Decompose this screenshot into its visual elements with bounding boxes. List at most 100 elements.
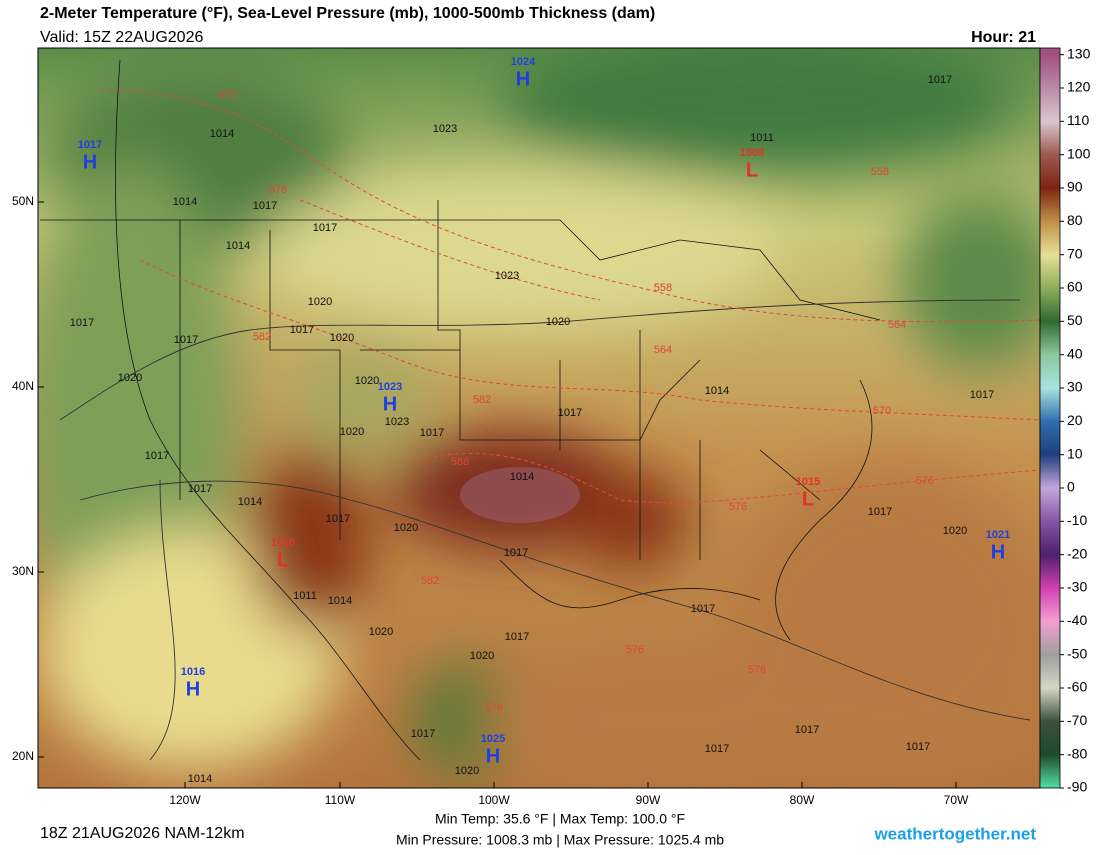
colorbar-tick-label: -20 xyxy=(1067,545,1087,561)
isobar-label: 1014 xyxy=(705,385,729,397)
thickness-label: 558 xyxy=(871,166,889,178)
thickness-label: 576 xyxy=(485,702,503,714)
thickness-label: 576 xyxy=(269,184,287,196)
colorbar-tick-label: 90 xyxy=(1067,179,1083,195)
colorbar-tick-label: -30 xyxy=(1067,579,1087,595)
colorbar-tick-label: -70 xyxy=(1067,712,1087,728)
thickness-label: 564 xyxy=(888,319,906,331)
center-letter: H xyxy=(991,541,1005,563)
isobar-label: 1023 xyxy=(495,270,519,282)
isobar-label: 1020 xyxy=(455,765,479,777)
isobar-label: 1020 xyxy=(369,626,393,638)
center-letter: L xyxy=(802,488,814,510)
isobar-label: 1020 xyxy=(355,375,379,387)
colorbar-tick-label: 60 xyxy=(1067,279,1083,295)
isobar-label: 1017 xyxy=(906,741,930,753)
isobar-label: 1017 xyxy=(290,324,314,336)
isobar-label: 1017 xyxy=(691,603,715,615)
isobar-label: 1017 xyxy=(145,450,169,462)
center-pressure: 1010 xyxy=(271,537,295,549)
latitude-label: 40N xyxy=(12,379,34,393)
isobar-label: 1017 xyxy=(795,724,819,736)
thickness-label: 570 xyxy=(218,89,236,101)
isobar-label: 1017 xyxy=(504,547,528,559)
center-letter: H xyxy=(83,151,97,173)
colorbar-tick-label: 120 xyxy=(1067,79,1091,95)
colorbar-tick-label: 110 xyxy=(1067,112,1090,128)
colorbar-tick-label: 100 xyxy=(1067,145,1091,161)
colorbar-tick-label: 10 xyxy=(1067,445,1083,461)
isobar-label: 1020 xyxy=(340,426,364,438)
colorbar xyxy=(1039,47,1061,789)
isobar-label: 1017 xyxy=(505,631,529,643)
latitude-label: 50N xyxy=(12,194,34,208)
longitude-label: 70W xyxy=(944,793,969,807)
pressure-range: Min Pressure: 1008.3 mb | Max Pressure: … xyxy=(396,832,724,848)
center-pressure: 1009 xyxy=(740,147,764,159)
isobar-label: 1017 xyxy=(174,334,198,346)
colorbar-tick-label: 80 xyxy=(1067,212,1083,228)
isobar-label: 1020 xyxy=(330,332,354,344)
thickness-label: 564 xyxy=(654,344,672,356)
center-pressure: 1015 xyxy=(796,476,820,488)
isobar-label: 1017 xyxy=(313,222,337,234)
center-pressure: 1023 xyxy=(378,381,402,393)
isobar-label: 1020 xyxy=(308,296,332,308)
isobar-label: 1020 xyxy=(118,372,142,384)
isobar-label: 1014 xyxy=(210,128,234,140)
thickness-label: 582 xyxy=(253,331,271,343)
map-title: 2-Meter Temperature (°F), Sea-Level Pres… xyxy=(40,5,655,22)
center-pressure: 1016 xyxy=(181,666,205,678)
colorbar-tick-label: 130 xyxy=(1067,45,1091,61)
model-run: 18Z 21AUG2026 NAM-12km xyxy=(40,825,245,842)
isobar-label: 1017 xyxy=(411,728,435,740)
center-letter: L xyxy=(746,159,758,181)
longitude-label: 100W xyxy=(478,793,510,807)
colorbar-tick-label: 20 xyxy=(1067,412,1083,428)
isobar-label: 1020 xyxy=(546,316,570,328)
colorbar-tick-label: -10 xyxy=(1067,512,1087,528)
site-credit[interactable]: weathertogether.net xyxy=(873,824,1036,843)
thickness-label: 582 xyxy=(421,575,439,587)
isobar-label: 1014 xyxy=(510,471,534,483)
thickness-label: 570 xyxy=(873,405,891,417)
isobar-label: 1017 xyxy=(558,407,582,419)
center-letter: H xyxy=(186,678,200,700)
colorbar-tick-label: -50 xyxy=(1067,645,1087,661)
longitude-label: 90W xyxy=(636,793,661,807)
isobar-label: 1017 xyxy=(326,513,350,525)
map-field xyxy=(38,48,1040,788)
isobar-label: 1011 xyxy=(293,590,317,602)
isobar-label: 1020 xyxy=(943,525,967,537)
thickness-label: 588 xyxy=(451,456,469,468)
longitude-label: 110W xyxy=(325,793,356,807)
colorbar-tick-label: 50 xyxy=(1067,312,1083,328)
isobar-label: 1017 xyxy=(420,427,444,439)
center-letter: H xyxy=(383,393,397,415)
valid-time: Valid: 15Z 22AUG2026 xyxy=(40,29,203,46)
center-pressure: 1025 xyxy=(481,733,505,745)
isobar-label: 1017 xyxy=(868,506,892,518)
colorbar-tick-label: 0 xyxy=(1067,479,1075,495)
isobar-label: 1017 xyxy=(705,743,729,755)
isobar-label: 1023 xyxy=(385,416,409,428)
colorbar-tick-label: 40 xyxy=(1067,345,1083,361)
isobar-label: 1017 xyxy=(928,74,952,86)
isobar-label: 1014 xyxy=(173,196,197,208)
center-pressure: 1024 xyxy=(511,56,536,68)
thickness-label: 558 xyxy=(654,282,672,294)
thickness-label: 582 xyxy=(473,394,491,406)
center-letter: H xyxy=(516,68,530,90)
colorbar-tick-label: -60 xyxy=(1067,679,1087,695)
longitude-label: 80W xyxy=(790,793,815,807)
thickness-label: 576 xyxy=(748,664,766,676)
latitude-label: 20N xyxy=(12,749,34,763)
temp-range: Min Temp: 35.6 °F | Max Temp: 100.0 °F xyxy=(435,811,685,827)
isobar-label: 1017 xyxy=(253,200,277,212)
isobar-label: 1020 xyxy=(470,650,494,662)
longitude-label: 120W xyxy=(169,793,201,807)
isobar-label: 1017 xyxy=(188,483,212,495)
colorbar-tick-label: -80 xyxy=(1067,745,1087,761)
